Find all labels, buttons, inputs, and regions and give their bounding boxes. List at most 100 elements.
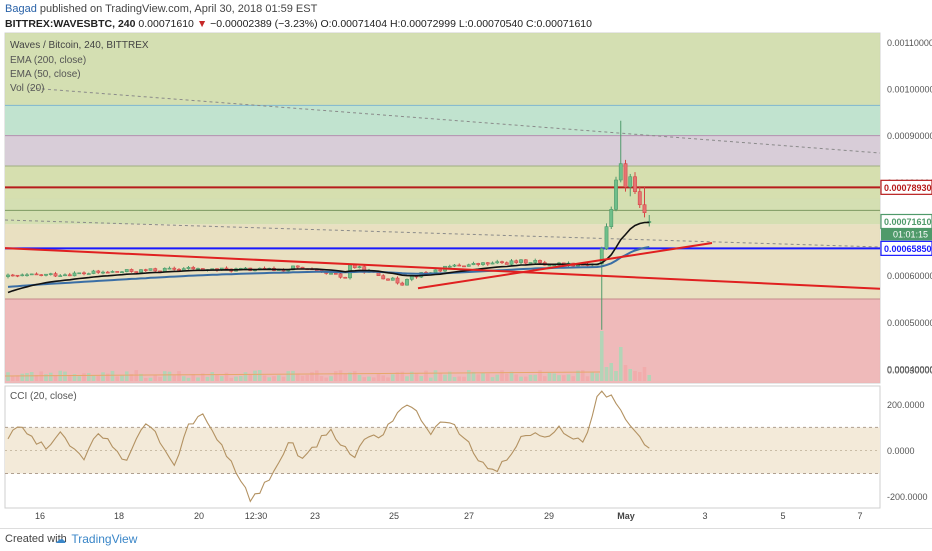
legend-vol: Vol (20)	[10, 83, 44, 94]
volume-bar	[200, 373, 205, 381]
volume-bar	[34, 374, 39, 381]
candle-body	[162, 267, 167, 272]
ema50-line	[7, 221, 650, 294]
volume-bar	[67, 374, 72, 381]
price-change: −0.00002389 (−3.23%)	[210, 18, 318, 30]
volume-bar	[618, 347, 623, 381]
time-tick-label: 20	[194, 511, 204, 521]
candle-body	[148, 268, 153, 271]
price-tick-label: 0.00100000	[887, 85, 932, 95]
cci-tick-label: 0.0000	[887, 446, 915, 456]
volume-bar	[153, 375, 158, 381]
volume-bar	[120, 375, 124, 381]
volume-bar	[333, 371, 338, 381]
candle-body	[547, 264, 552, 267]
volume-bar	[319, 376, 324, 381]
volume-bar	[267, 377, 272, 381]
candle-body	[191, 267, 196, 270]
ohlc-values: O:0.00071404 H:0.00072999 L:0.00070540 C…	[320, 18, 593, 30]
time-tick-label: 27	[464, 511, 474, 521]
candle-body	[63, 274, 67, 277]
candle-body	[329, 273, 333, 275]
volume-bar	[324, 377, 329, 381]
volume-bar	[576, 370, 580, 381]
candle-body	[15, 274, 20, 277]
candle-body	[599, 248, 604, 265]
volume-bar	[72, 374, 77, 381]
candle-body	[86, 273, 91, 275]
volume-bar	[15, 375, 20, 381]
volume-bar	[177, 371, 181, 381]
time-tick-label: 25	[389, 511, 399, 521]
candle-body	[139, 269, 143, 273]
volume-bar	[485, 373, 490, 381]
created-with-text: Created with	[5, 533, 67, 545]
candle-body	[48, 273, 53, 275]
candle-body	[528, 262, 533, 264]
zone-red	[5, 299, 880, 383]
candle-body	[110, 271, 115, 273]
volume-bar	[253, 370, 257, 381]
tradingview-logo[interactable]: TradingView	[58, 532, 138, 546]
candle-body	[500, 261, 504, 264]
volume-bar	[481, 373, 485, 381]
volume-bar	[143, 377, 148, 381]
red-trendline-descending	[4, 247, 881, 290]
candle-body	[433, 269, 438, 273]
volume-bar	[495, 374, 500, 381]
zone-tan	[5, 224, 880, 299]
volume-bar	[471, 371, 476, 381]
candle-body	[91, 270, 96, 274]
candle-body	[623, 163, 628, 188]
candle-body	[457, 264, 462, 267]
legend-title: Waves / Bitcoin, 240, BITTREX	[10, 40, 149, 51]
last-price: 0.00071610	[138, 18, 194, 30]
volume-bar	[243, 372, 248, 381]
volume-bar	[523, 376, 528, 381]
candle-body	[44, 273, 48, 276]
volume-bar	[63, 371, 67, 381]
candle-body	[143, 269, 148, 271]
zone-mid-green	[5, 166, 880, 199]
volume-bar	[519, 376, 523, 381]
author-link[interactable]: Bagad	[5, 3, 37, 15]
candle-body	[633, 176, 637, 192]
volume-bar	[633, 371, 637, 381]
volume-bar	[514, 374, 519, 381]
volume-bar	[162, 371, 167, 381]
volume-bar	[329, 376, 333, 381]
volume-bar	[400, 371, 405, 381]
candle-body	[82, 272, 86, 275]
candle-body	[167, 267, 172, 270]
candle-body	[538, 260, 542, 263]
candle-body	[357, 266, 362, 269]
candle-body	[72, 272, 77, 277]
candle-body	[523, 259, 528, 264]
volume-bar	[362, 377, 367, 381]
time-tick-label: 12:30	[245, 511, 268, 521]
price-chart[interactable]: 0.001100000.001000000.000900000.00080000…	[0, 0, 932, 528]
volume-bar	[86, 373, 91, 381]
volume-bar	[25, 373, 29, 381]
volume-bar	[452, 377, 457, 381]
candle-body	[181, 268, 186, 271]
volume-bar	[585, 376, 590, 381]
volume-bar	[6, 372, 10, 381]
volume-bar	[295, 373, 300, 381]
candle-body	[58, 275, 63, 277]
volume-bar	[561, 375, 566, 381]
volume-bar	[210, 372, 215, 381]
volume-bar	[348, 372, 352, 381]
candle-body	[224, 267, 229, 270]
volume-bar	[10, 376, 15, 381]
volume-bar	[257, 370, 262, 381]
volume-bar	[405, 376, 409, 381]
candle-body	[628, 176, 633, 188]
time-tick-label: May	[617, 511, 635, 521]
volume-bar	[580, 370, 585, 381]
volume-bar	[547, 372, 552, 381]
volume-bar	[352, 371, 357, 381]
volume-bar	[77, 376, 82, 381]
volume-bar	[647, 375, 652, 381]
volume-bar	[390, 374, 395, 381]
